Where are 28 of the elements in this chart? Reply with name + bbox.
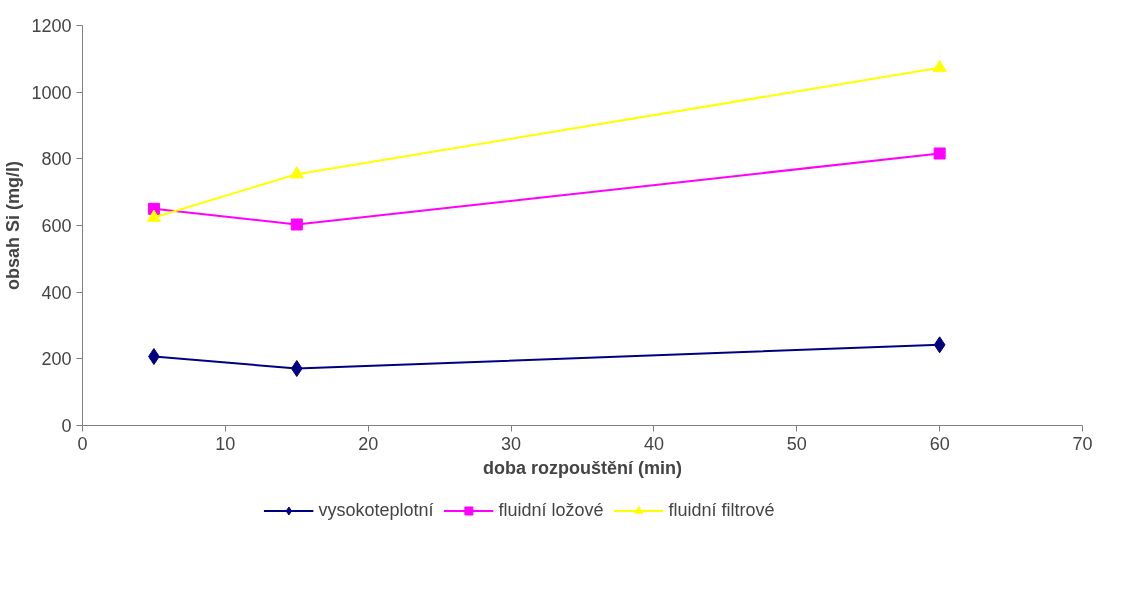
x-tick-label: 30 — [501, 433, 522, 454]
x-tick-label: 40 — [643, 433, 664, 454]
y-tick-label: 800 — [41, 149, 72, 170]
y-tick-label: 1200 — [31, 16, 72, 36]
y-tick-label: 0 — [61, 416, 72, 436]
point — [148, 348, 160, 365]
point — [932, 59, 947, 73]
point — [290, 360, 303, 377]
x-axis-title: doba rozpouštění (min) — [483, 457, 682, 478]
x-tick-label: 50 — [786, 433, 807, 454]
x-tick-label: 70 — [1072, 433, 1093, 454]
point — [933, 147, 946, 160]
y-tick-label: 200 — [41, 349, 72, 370]
x-tick-label: 60 — [929, 433, 950, 454]
legend-label: fluidní filtrové — [668, 499, 775, 521]
point — [146, 209, 161, 222]
x-tick-label: 20 — [358, 433, 379, 454]
y-axis-title: obsah Si (mg/l) — [3, 160, 24, 290]
legend-label: vysokoteplotní — [318, 499, 434, 521]
point — [290, 218, 303, 231]
x-tick-label: 0 — [77, 433, 88, 454]
y-tick-label: 400 — [41, 282, 72, 303]
y-tick-label: 600 — [41, 216, 72, 236]
y-tick-label: 1000 — [31, 82, 72, 103]
x-tick-label: 10 — [215, 433, 236, 454]
point — [933, 336, 946, 354]
legend-label: fluidní ložové — [498, 499, 604, 521]
point — [289, 166, 304, 179]
